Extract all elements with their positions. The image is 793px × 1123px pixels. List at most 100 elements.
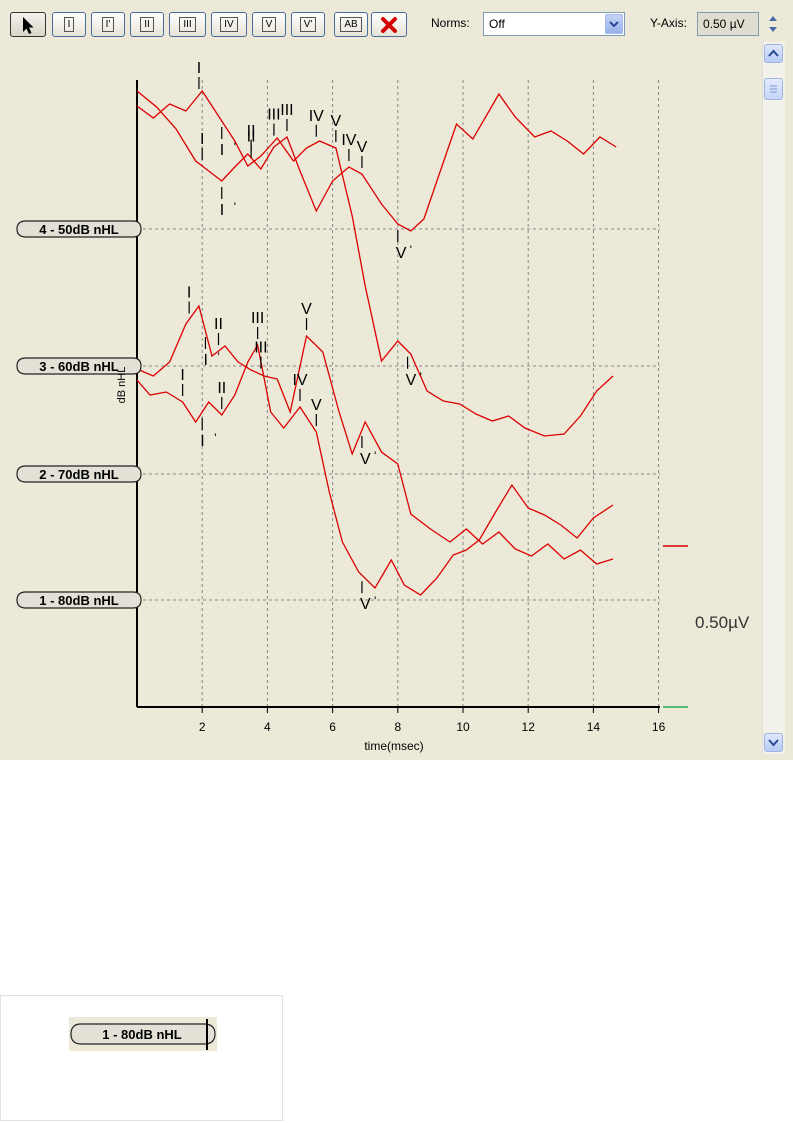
peak-marker-label[interactable]: V — [331, 113, 342, 130]
abr-waveform-window: I I' II III IV V V' AB Norms: Off Y-Axis… — [0, 0, 793, 760]
marker-i-button[interactable]: I — [52, 12, 86, 37]
trace-label-text: 2 - 70dB nHL — [39, 467, 119, 482]
peak-marker-label[interactable]: II — [217, 380, 226, 397]
marker-v-button[interactable]: V — [252, 12, 286, 37]
x-tick-label: 12 — [522, 720, 536, 734]
marker-ii-label: II — [140, 17, 154, 32]
norms-label: Norms: — [431, 16, 470, 30]
norms-dropdown[interactable]: Off — [483, 12, 625, 36]
yaxis-scale-field[interactable]: 0.50 µV — [697, 12, 759, 36]
prime-mark: ' — [234, 140, 236, 154]
peak-marker-label[interactable]: IV — [292, 372, 307, 389]
marker-v-prime-label: V' — [299, 17, 317, 32]
peak-marker-label[interactable]: IV — [341, 132, 356, 149]
x-tick-label: 4 — [264, 720, 271, 734]
trace-label-pill[interactable] — [16, 591, 142, 609]
yaxis-label: Y-Axis: — [650, 16, 687, 30]
chevron-down-icon — [609, 21, 619, 28]
red-x-delete-icon — [381, 17, 397, 33]
x-tick-label: 2 — [199, 720, 206, 734]
marker-v-prime-button[interactable]: V' — [291, 12, 325, 37]
peak-marker-label[interactable]: V — [357, 139, 368, 156]
peak-marker-label[interactable]: III — [280, 102, 293, 119]
x-tick-label: 8 — [394, 720, 401, 734]
waveform-plot-area — [0, 42, 760, 760]
marker-iv-button[interactable]: IV — [211, 12, 247, 37]
peak-marker-label[interactable]: III — [267, 107, 280, 124]
trace-label-text: 4 - 50dB nHL — [39, 222, 119, 237]
delete-marker-button[interactable] — [371, 12, 407, 37]
peak-marker-label[interactable]: I — [220, 202, 224, 219]
peak-marker-label[interactable]: I — [200, 131, 204, 148]
peak-marker-label[interactable]: I — [220, 142, 224, 159]
peak-marker-label[interactable]: IV — [309, 108, 324, 125]
dropdown-button[interactable] — [605, 14, 623, 34]
x-tick-label: 10 — [456, 720, 470, 734]
scroll-thumb[interactable] — [764, 78, 783, 100]
peak-marker-label[interactable]: I — [200, 433, 204, 450]
peak-marker-label[interactable]: V — [360, 451, 371, 468]
chevron-up-icon — [768, 49, 779, 57]
marker-ii-button[interactable]: II — [130, 12, 164, 37]
label-preview-panel: 1 - 80dB nHL — [0, 995, 283, 1121]
marker-i-prime-label: I' — [101, 17, 115, 32]
x-tick-label: 14 — [587, 720, 601, 734]
waveform-trace — [136, 90, 617, 232]
prime-mark: ' — [420, 370, 422, 384]
peak-marker-label[interactable]: II — [214, 316, 223, 333]
peak-marker-label[interactable]: III — [254, 340, 267, 357]
preview-trace-label-pill[interactable] — [70, 1023, 216, 1045]
marker-iv-label: IV — [220, 17, 238, 32]
trace-label-text: 1 - 80dB nHL — [39, 593, 119, 608]
pointer-tool-button[interactable] — [10, 12, 46, 37]
marker-ab-label: AB — [340, 17, 362, 32]
marker-i-prime-button[interactable]: I' — [91, 12, 125, 37]
pointer-arrow-icon — [23, 17, 34, 34]
prime-mark: ' — [214, 431, 216, 445]
vertical-scrollbar[interactable] — [762, 42, 785, 754]
norms-value: Off — [489, 17, 505, 31]
marker-ab-button[interactable]: AB — [334, 12, 368, 37]
trace-label-text: 3 - 60dB nHL — [39, 359, 119, 374]
prime-mark: ' — [234, 200, 236, 214]
marker-toolbar: I I' II III IV V V' AB Norms: Off Y-Axis… — [0, 0, 793, 42]
trace-label-4[interactable]: 1 - 80dB nHL — [16, 591, 142, 609]
trace-label-pill[interactable] — [16, 357, 142, 375]
trace-label-pill[interactable] — [16, 220, 142, 238]
trace-label-pill[interactable] — [16, 465, 142, 483]
peak-marker-label[interactable]: V — [396, 245, 407, 262]
scroll-up-button[interactable] — [764, 44, 783, 63]
peak-marker-label[interactable]: V — [360, 596, 371, 613]
prime-mark: ' — [217, 350, 219, 364]
grip-icon — [770, 85, 777, 93]
waveform-trace — [136, 304, 614, 565]
trace-label-1[interactable]: 4 - 50dB nHL — [16, 220, 142, 238]
waveform-trace — [136, 89, 614, 437]
x-axis-label: time(msec) — [364, 739, 423, 753]
peak-marker-label[interactable]: II — [247, 129, 256, 146]
marker-iii-button[interactable]: III — [169, 12, 206, 37]
prime-mark: ' — [410, 243, 412, 257]
trace-label-2[interactable]: 3 - 60dB nHL — [16, 357, 142, 375]
peak-marker-label[interactable]: I — [203, 352, 207, 369]
peak-marker-label[interactable]: I — [197, 60, 201, 77]
peak-marker-label[interactable]: V — [406, 372, 417, 389]
peak-marker-label[interactable]: II — [247, 123, 256, 140]
prime-mark: ' — [374, 449, 376, 463]
trace-label-3[interactable]: 2 - 70dB nHL — [16, 465, 142, 483]
scale-label: 0.50µV — [695, 613, 750, 632]
peak-marker-label[interactable]: I — [180, 367, 184, 384]
y-axis-label: dB nHL — [116, 367, 128, 404]
preview-label-background: 1 - 80dB nHL — [69, 1017, 217, 1051]
waveform-trace — [136, 343, 614, 596]
peak-marker-label[interactable]: I — [187, 285, 191, 302]
yaxis-spinner[interactable] — [764, 12, 782, 36]
scroll-down-button[interactable] — [764, 733, 783, 752]
x-tick-label: 16 — [652, 720, 666, 734]
spin-down-icon[interactable] — [769, 27, 777, 32]
peak-marker-label[interactable]: III — [251, 310, 264, 327]
peak-marker-label[interactable]: V — [301, 301, 312, 318]
peak-marker-label[interactable]: V — [311, 397, 322, 414]
yaxis-value: 0.50 µV — [703, 17, 745, 31]
spin-up-icon[interactable] — [769, 16, 777, 21]
